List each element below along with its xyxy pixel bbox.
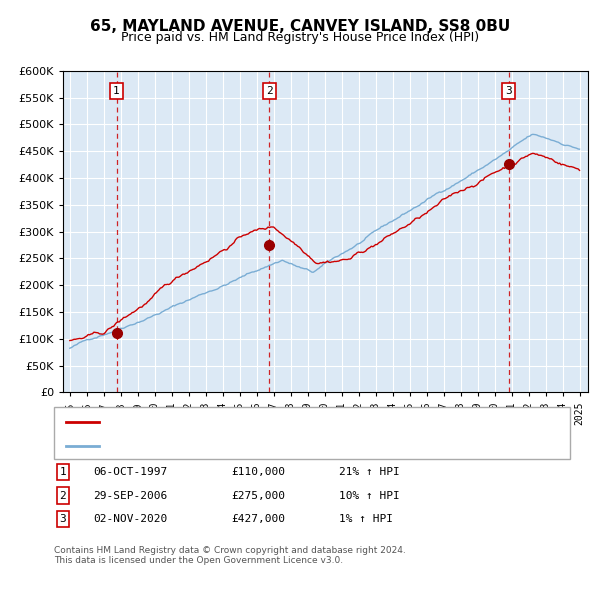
Text: 10% ↑ HPI: 10% ↑ HPI	[339, 491, 400, 500]
Text: Price paid vs. HM Land Registry's House Price Index (HPI): Price paid vs. HM Land Registry's House …	[121, 31, 479, 44]
Text: 65, MAYLAND AVENUE, CANVEY ISLAND, SS8 0BU (detached house): 65, MAYLAND AVENUE, CANVEY ISLAND, SS8 0…	[105, 417, 474, 427]
Text: £427,000: £427,000	[231, 514, 285, 524]
Text: 3: 3	[505, 86, 512, 96]
Text: 3: 3	[59, 514, 67, 524]
Text: Contains HM Land Registry data © Crown copyright and database right 2024.
This d: Contains HM Land Registry data © Crown c…	[54, 546, 406, 565]
Text: 65, MAYLAND AVENUE, CANVEY ISLAND, SS8 0BU: 65, MAYLAND AVENUE, CANVEY ISLAND, SS8 0…	[90, 19, 510, 34]
Text: 1: 1	[59, 467, 67, 477]
Text: £275,000: £275,000	[231, 491, 285, 500]
Text: 1% ↑ HPI: 1% ↑ HPI	[339, 514, 393, 524]
Text: 02-NOV-2020: 02-NOV-2020	[93, 514, 167, 524]
Text: 2: 2	[266, 86, 273, 96]
Text: 2: 2	[59, 491, 67, 500]
Text: 29-SEP-2006: 29-SEP-2006	[93, 491, 167, 500]
Text: 06-OCT-1997: 06-OCT-1997	[93, 467, 167, 477]
Text: £110,000: £110,000	[231, 467, 285, 477]
Text: 21% ↑ HPI: 21% ↑ HPI	[339, 467, 400, 477]
Text: HPI: Average price, detached house, Castle Point: HPI: Average price, detached house, Cast…	[105, 441, 405, 451]
Text: 1: 1	[113, 86, 120, 96]
